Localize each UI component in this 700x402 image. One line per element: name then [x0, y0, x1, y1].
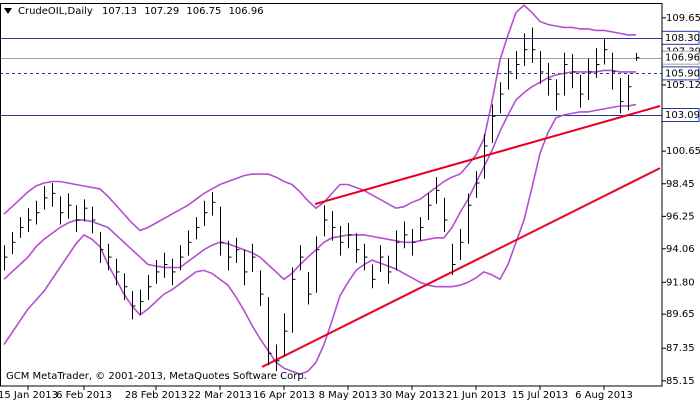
x-tick-label: 6 Feb 2013 [56, 390, 112, 401]
x-tick-label: 22 Mar 2013 [188, 390, 251, 401]
x-tick-label: 30 May 2013 [379, 390, 444, 401]
level-label: 103.09 [665, 110, 700, 121]
y-tick-label: 94.06 [666, 244, 695, 255]
level-label: 106.96 [665, 53, 700, 64]
x-tick-label: 28 Feb 2013 [125, 390, 187, 401]
band-line [3, 69, 636, 281]
y-tick-label: 89.65 [666, 309, 695, 320]
y-tick-label: 100.65 [666, 146, 700, 157]
x-tick-label: 16 Apr 2013 [253, 390, 315, 401]
header-open: 107.13 [102, 6, 137, 17]
y-tick-label: 105.12 [666, 80, 700, 91]
level-label: 105.90 [665, 68, 700, 79]
trendline [261, 167, 661, 368]
chart-title: CrudeOIL,Daily [18, 6, 93, 17]
y-tick-label: 98.45 [666, 179, 695, 190]
trendline [314, 105, 661, 206]
level-label: 108.30 [665, 33, 700, 44]
x-tick-label: 15 Jul 2013 [512, 390, 569, 401]
band-line [3, 103, 637, 375]
chart-header: CrudeOIL,Daily 107.13 107.29 106.75 106.… [18, 6, 264, 17]
header-close: 106.96 [229, 6, 264, 17]
dropdown-icon[interactable] [4, 8, 12, 14]
x-tick-label: 21 Jun 2013 [446, 390, 506, 401]
x-tick-label: 6 Aug 2013 [575, 390, 633, 401]
plot-area [1, 4, 662, 375]
y-tick-label: 91.80 [666, 277, 695, 288]
credit: GCM MetaTrader, © 2001-2013, MetaQuotes … [6, 371, 307, 382]
y-tick-label: 87.35 [666, 343, 695, 354]
x-tick-label: 8 May 2013 [319, 390, 378, 401]
y-tick-label: 85.15 [666, 376, 695, 387]
header-low: 106.75 [186, 6, 221, 17]
header-high: 107.29 [144, 6, 179, 17]
y-tick-label: 109.65 [666, 13, 700, 24]
x-tick-label: 15 Jan 2013 [0, 390, 58, 401]
plot-frame [0, 3, 663, 387]
y-tick-label: 96.25 [666, 211, 695, 222]
axis-area: 109.65107.39105.12100.6598.4596.2594.069… [0, 13, 700, 401]
band-line [3, 4, 636, 232]
